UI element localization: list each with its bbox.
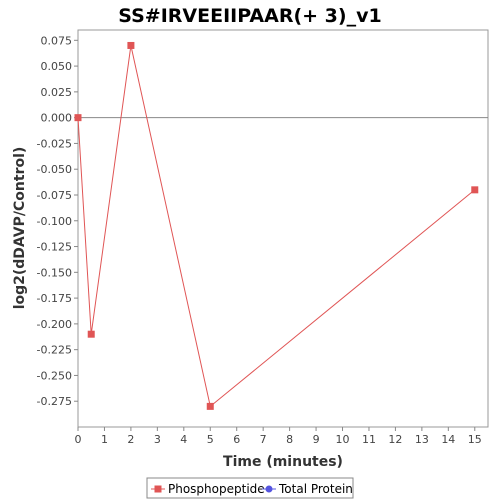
x-tick-label: 10: [336, 433, 350, 446]
x-tick-label: 9: [313, 433, 320, 446]
y-tick-label: -0.175: [37, 292, 72, 305]
series-layer: [74, 41, 479, 410]
x-tick-label: 15: [468, 433, 482, 446]
data-point: [74, 114, 82, 122]
y-tick-label: -0.225: [37, 344, 72, 357]
y-tick-label: -0.250: [37, 369, 72, 382]
x-tick-label: 2: [127, 433, 134, 446]
legend: Phosphopeptide Total Protein: [146, 477, 354, 499]
y-axis-label: log2(dDAVP/Control): [12, 147, 28, 310]
y-tick-label: -0.150: [37, 266, 72, 279]
legend-box: [146, 477, 354, 499]
y-tick-label: -0.200: [37, 318, 72, 331]
y-tick-label: -0.125: [37, 241, 72, 254]
legend-marker-circle: [265, 485, 273, 493]
y-axis: 0.075 0.050 0.025 0.000 -0.025 -0.050 -0.075 -0…: [37, 34, 78, 408]
y-tick-label: -0.275: [37, 395, 72, 408]
legend-label: Total Protein: [278, 482, 353, 496]
legend-label: Phosphopeptide: [168, 482, 265, 496]
data-point: [87, 330, 95, 338]
x-tick-label: 4: [180, 433, 187, 446]
x-tick-label: 14: [441, 433, 455, 446]
y-tick-label: -0.100: [37, 215, 72, 228]
x-tick-label: 11: [362, 433, 376, 446]
y-tick-label: 0.050: [41, 60, 73, 73]
y-tick-label: -0.050: [37, 163, 72, 176]
x-tick-label: 8: [286, 433, 293, 446]
x-tick-label: 6: [233, 433, 240, 446]
x-tick-label: 1: [101, 433, 108, 446]
x-axis: 0 1 2 3 4 5 6 7 8 9 10 11 12 13 14 15: [75, 427, 482, 446]
y-tick-label: 0.000: [41, 112, 73, 125]
y-tick-label: 0.025: [41, 86, 73, 99]
x-tick-label: 13: [415, 433, 429, 446]
x-axis-label: Time (minutes): [223, 454, 343, 470]
x-tick-label: 3: [154, 433, 161, 446]
y-tick-label: -0.025: [37, 137, 72, 150]
legend-marker-square: [154, 485, 162, 493]
x-tick-label: 12: [388, 433, 402, 446]
y-tick-label: -0.075: [37, 189, 72, 202]
x-tick-label: 5: [207, 433, 214, 446]
data-point: [471, 186, 479, 194]
plot-area: [77, 29, 489, 428]
x-tick-label: 0: [75, 433, 82, 446]
data-point: [206, 402, 214, 410]
y-tick-label: 0.075: [41, 34, 73, 47]
data-point: [127, 41, 135, 49]
x-tick-label: 7: [260, 433, 267, 446]
chart-title: SS#IRVEEIIPAAR(+ 3)_v1: [118, 5, 381, 27]
